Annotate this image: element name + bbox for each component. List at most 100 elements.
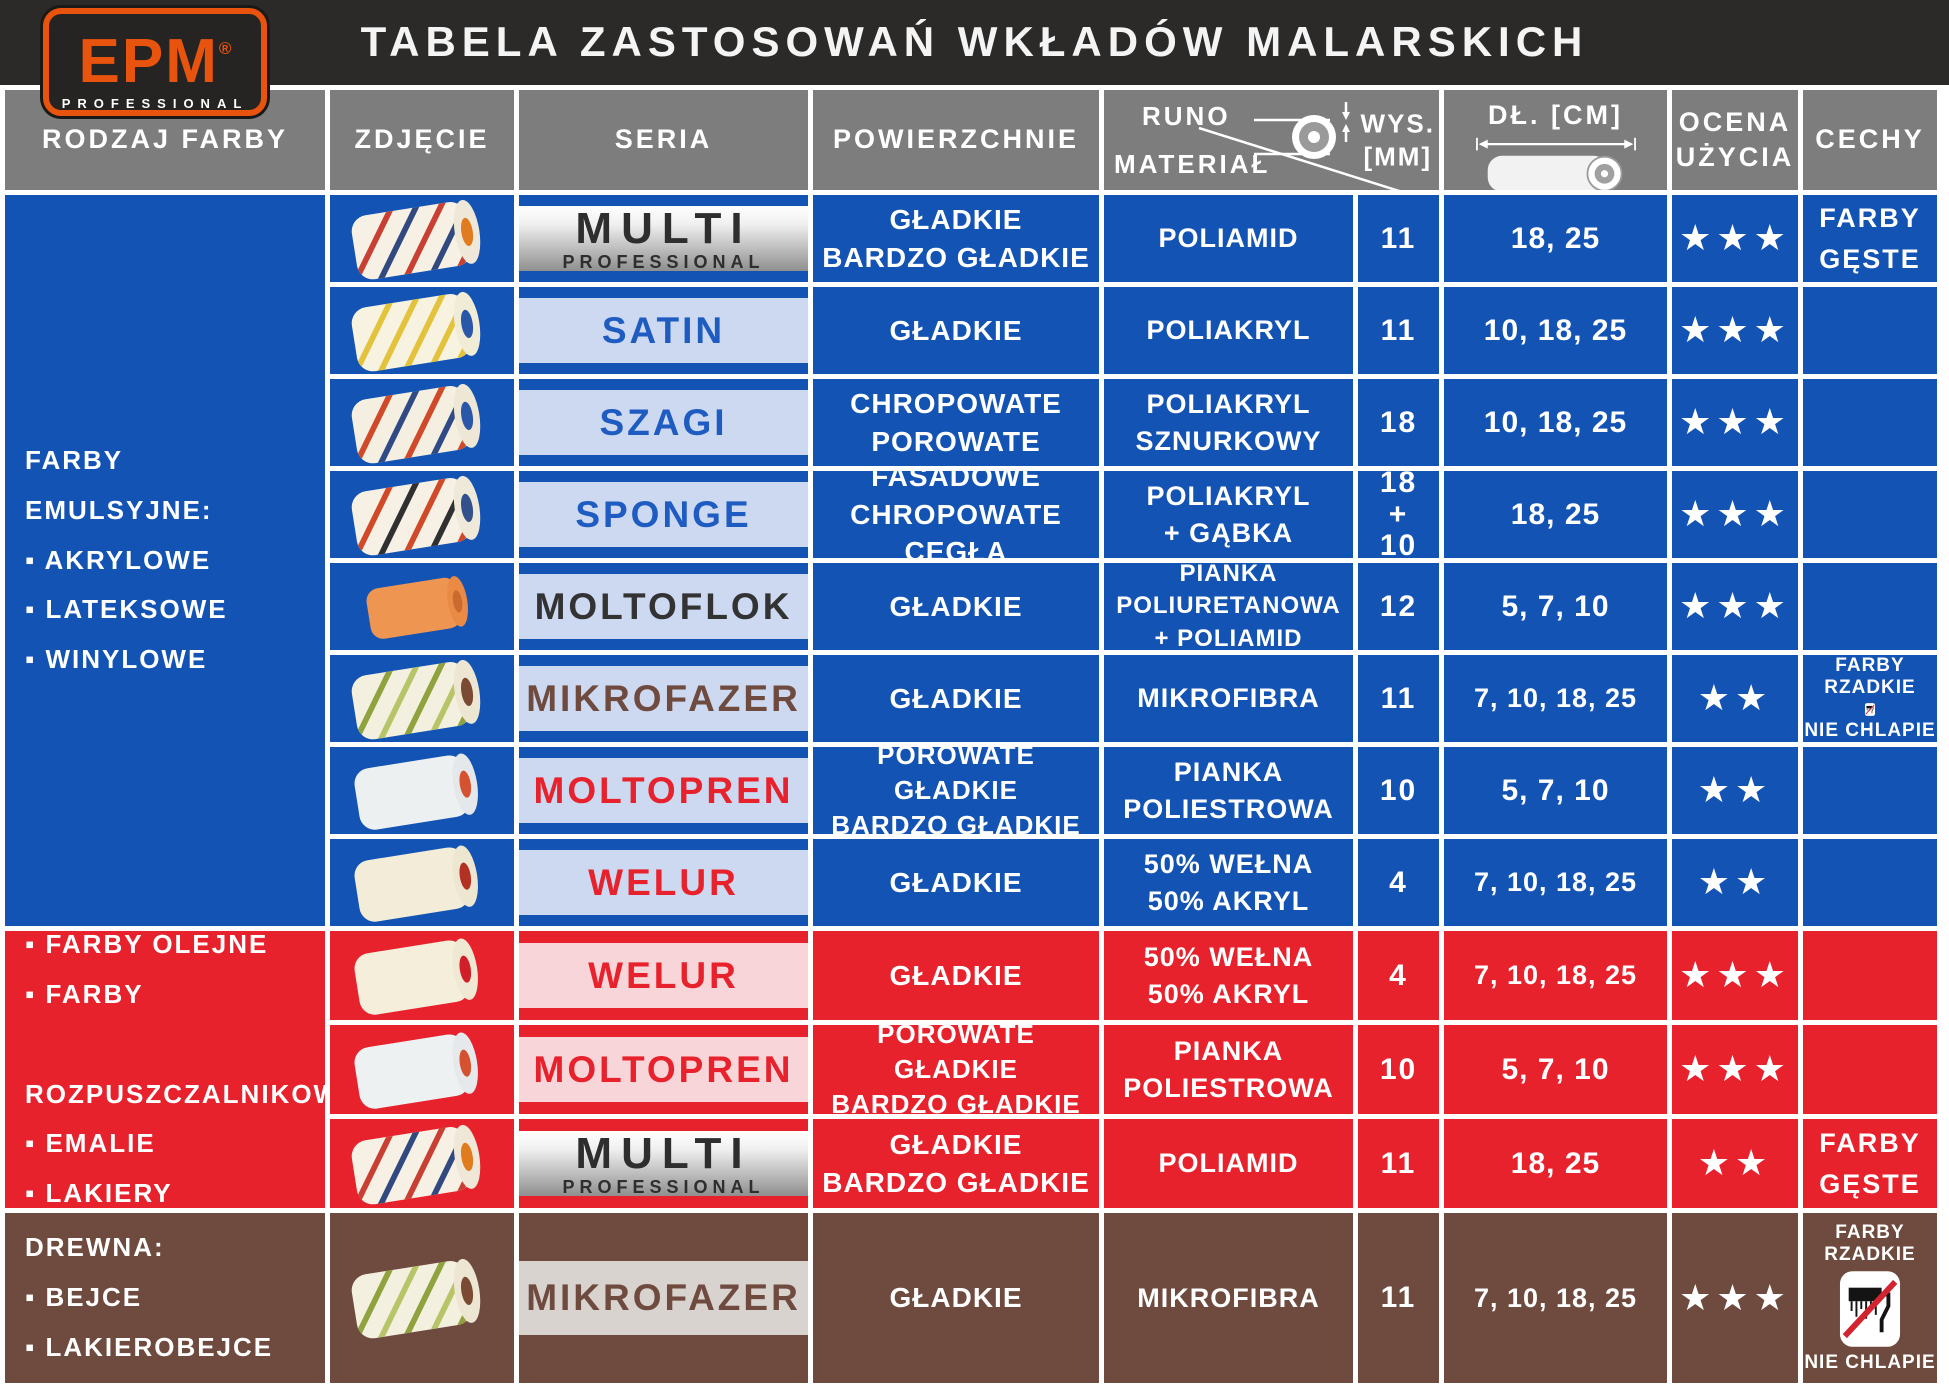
roller-photo-welur bbox=[330, 839, 514, 926]
series-cell: SZAGI bbox=[519, 379, 808, 466]
height-cell: 11 bbox=[1358, 655, 1439, 742]
features-cell: FARBY GĘSTE bbox=[1803, 195, 1937, 282]
roller-photo-szagi bbox=[330, 379, 514, 466]
height-cell: 18 bbox=[1358, 379, 1439, 466]
features-cell bbox=[1803, 379, 1937, 466]
material-cell: POLIAKRYL + GĄBKA bbox=[1104, 471, 1353, 558]
column-header-series: SERIA bbox=[519, 90, 808, 190]
height-cell: 11 bbox=[1358, 287, 1439, 374]
material-cell: MIKROFIBRA bbox=[1104, 655, 1353, 742]
material-label: MATERIAŁ bbox=[1114, 149, 1271, 180]
roller-photo-moltoflok bbox=[330, 563, 514, 650]
page-title: TABELA ZASTOSOWAŃ WKŁADÓW MALARSKICH bbox=[360, 18, 1589, 65]
material-cell: PIANKA POLIESTROWA bbox=[1104, 747, 1353, 834]
material-cell: POLIAKRYL SZNURKOWY bbox=[1104, 379, 1353, 466]
surfaces-cell: FASADOWE CHROPOWATE CEGŁA bbox=[813, 471, 1099, 558]
roller-photo-multi bbox=[330, 195, 514, 282]
surfaces-cell: CHROPOWATE POROWATE bbox=[813, 379, 1099, 466]
series-subtitle: PROFESSIONAL bbox=[562, 1177, 765, 1197]
series-name: MOLTOFLOK bbox=[534, 585, 793, 627]
series-cell: MOLTOPREN bbox=[519, 747, 808, 834]
column-header-features: CECHY bbox=[1803, 90, 1937, 190]
series-cell: MIKROFAZER bbox=[519, 655, 808, 742]
height-cell: 11 bbox=[1358, 1213, 1439, 1383]
rating-stars: ★★★ bbox=[1672, 471, 1798, 558]
rating-stars: ★★★ bbox=[1672, 379, 1798, 466]
roller-photo-mikrofazer bbox=[330, 1213, 514, 1383]
column-header-photo: ZDJĘCIE bbox=[330, 90, 514, 190]
column-header-rating: OCENA UŻYCIA bbox=[1672, 90, 1798, 190]
roller-photo-moltopren bbox=[330, 747, 514, 834]
material-cell: 50% WEŁNA 50% AKRYL bbox=[1104, 839, 1353, 926]
series-cell: MULTI PROFESSIONAL bbox=[519, 195, 808, 282]
material-cell: POLIAMID bbox=[1104, 195, 1353, 282]
features-cell bbox=[1803, 931, 1937, 1020]
length-cell: 5, 7, 10 bbox=[1444, 747, 1667, 834]
features-cell: FARBY RZADKIE NIE CHLAPIE bbox=[1803, 655, 1937, 742]
surfaces-cell: GŁADKIE bbox=[813, 839, 1099, 926]
length-cell: 5, 7, 10 bbox=[1444, 563, 1667, 650]
column-header-pile-material-height: RUNO MATERIAŁ WYS. [MM] bbox=[1104, 90, 1439, 190]
features-note-top: FARBY RZADKIE bbox=[1824, 655, 1916, 698]
length-cell: 7, 10, 18, 25 bbox=[1444, 839, 1667, 926]
height-cell: 11 bbox=[1358, 1119, 1439, 1208]
rating-stars: ★★★ bbox=[1672, 1025, 1798, 1114]
series-subtitle: PROFESSIONAL bbox=[562, 252, 765, 272]
application-table: RODZAJ FARBY ZDJĘCIE SERIA POWIERZCHNIE … bbox=[5, 85, 1944, 1383]
features-note-top: FARBY RZADKIE bbox=[1824, 1222, 1916, 1265]
roller-length-icon bbox=[1475, 137, 1636, 190]
roller-photo-welur bbox=[330, 931, 514, 1020]
length-cell: 10, 18, 25 bbox=[1444, 287, 1667, 374]
roller-end-icon bbox=[1254, 102, 1350, 159]
rating-stars: ★★★ bbox=[1672, 195, 1798, 282]
column-header-length: DŁ. [CM] bbox=[1444, 90, 1667, 190]
height-cell: 11 bbox=[1358, 195, 1439, 282]
series-cell: SPONGE bbox=[519, 471, 808, 558]
surfaces-cell: GŁADKIE BARDZO GŁADKIE bbox=[813, 195, 1099, 282]
features-note-bottom: NIE CHLAPIE bbox=[1804, 1352, 1936, 1373]
series-cell: MOLTOPREN bbox=[519, 1025, 808, 1114]
material-cell: PIANKA POLIESTROWA bbox=[1104, 1025, 1353, 1114]
features-cell bbox=[1803, 287, 1937, 374]
logo-subtitle: PROFESSIONAL bbox=[61, 96, 249, 111]
surfaces-cell: GŁADKIE bbox=[813, 563, 1099, 650]
length-cell: 7, 10, 18, 25 bbox=[1444, 655, 1667, 742]
diagonal-divider bbox=[1198, 126, 1401, 190]
roller-photo-satin bbox=[330, 287, 514, 374]
roller-photo-mikrofazer bbox=[330, 655, 514, 742]
surfaces-cell: GŁADKIE BARDZO GŁADKIE bbox=[813, 1119, 1099, 1208]
length-cell: 18, 25 bbox=[1444, 471, 1667, 558]
series-cell: MOLTOFLOK bbox=[519, 563, 808, 650]
logo-brand: EPM® bbox=[78, 27, 232, 96]
height-cell: 10 bbox=[1358, 1025, 1439, 1114]
material-cell: MIKROFIBRA bbox=[1104, 1213, 1353, 1383]
length-cell: 18, 25 bbox=[1444, 195, 1667, 282]
height-cell: 18 + 10 bbox=[1358, 471, 1439, 558]
series-name: MIKROFAZER bbox=[526, 1277, 801, 1318]
length-cell: 18, 25 bbox=[1444, 1119, 1667, 1208]
series-cell: MIKROFAZER bbox=[519, 1213, 808, 1383]
height-label: WYS. [MM] bbox=[1360, 108, 1435, 172]
material-cell: POLIAMID bbox=[1104, 1119, 1353, 1208]
features-cell bbox=[1803, 747, 1937, 834]
surfaces-cell: POROWATE GŁADKIE BARDZO GŁADKIE bbox=[813, 1025, 1099, 1114]
series-name: SATIN bbox=[601, 309, 726, 351]
height-cell: 10 bbox=[1358, 747, 1439, 834]
material-cell: PIANKA POLIURETANOWA + POLIAMID bbox=[1104, 563, 1353, 650]
features-cell bbox=[1803, 563, 1937, 650]
rating-stars: ★★ bbox=[1672, 839, 1798, 926]
series-name: WELUR bbox=[588, 861, 739, 903]
features-cell: FARBY GĘSTE bbox=[1803, 1119, 1937, 1208]
roller-photo-moltopren bbox=[330, 1025, 514, 1114]
height-cell: 4 bbox=[1358, 839, 1439, 926]
features-cell bbox=[1803, 471, 1937, 558]
column-header-surfaces: POWIERZCHNIE bbox=[813, 90, 1099, 190]
series-cell: MULTI PROFESSIONAL bbox=[519, 1119, 808, 1208]
pile-label: RUNO bbox=[1142, 101, 1231, 131]
series-name: MULTI bbox=[575, 204, 752, 253]
series-name: MIKROFAZER bbox=[526, 677, 801, 719]
epm-logo: EPM® PROFESSIONAL bbox=[43, 8, 267, 116]
series-cell: WELUR bbox=[519, 931, 808, 1020]
features-note-bottom: NIE CHLAPIE bbox=[1804, 720, 1936, 741]
series-cell: WELUR bbox=[519, 839, 808, 926]
